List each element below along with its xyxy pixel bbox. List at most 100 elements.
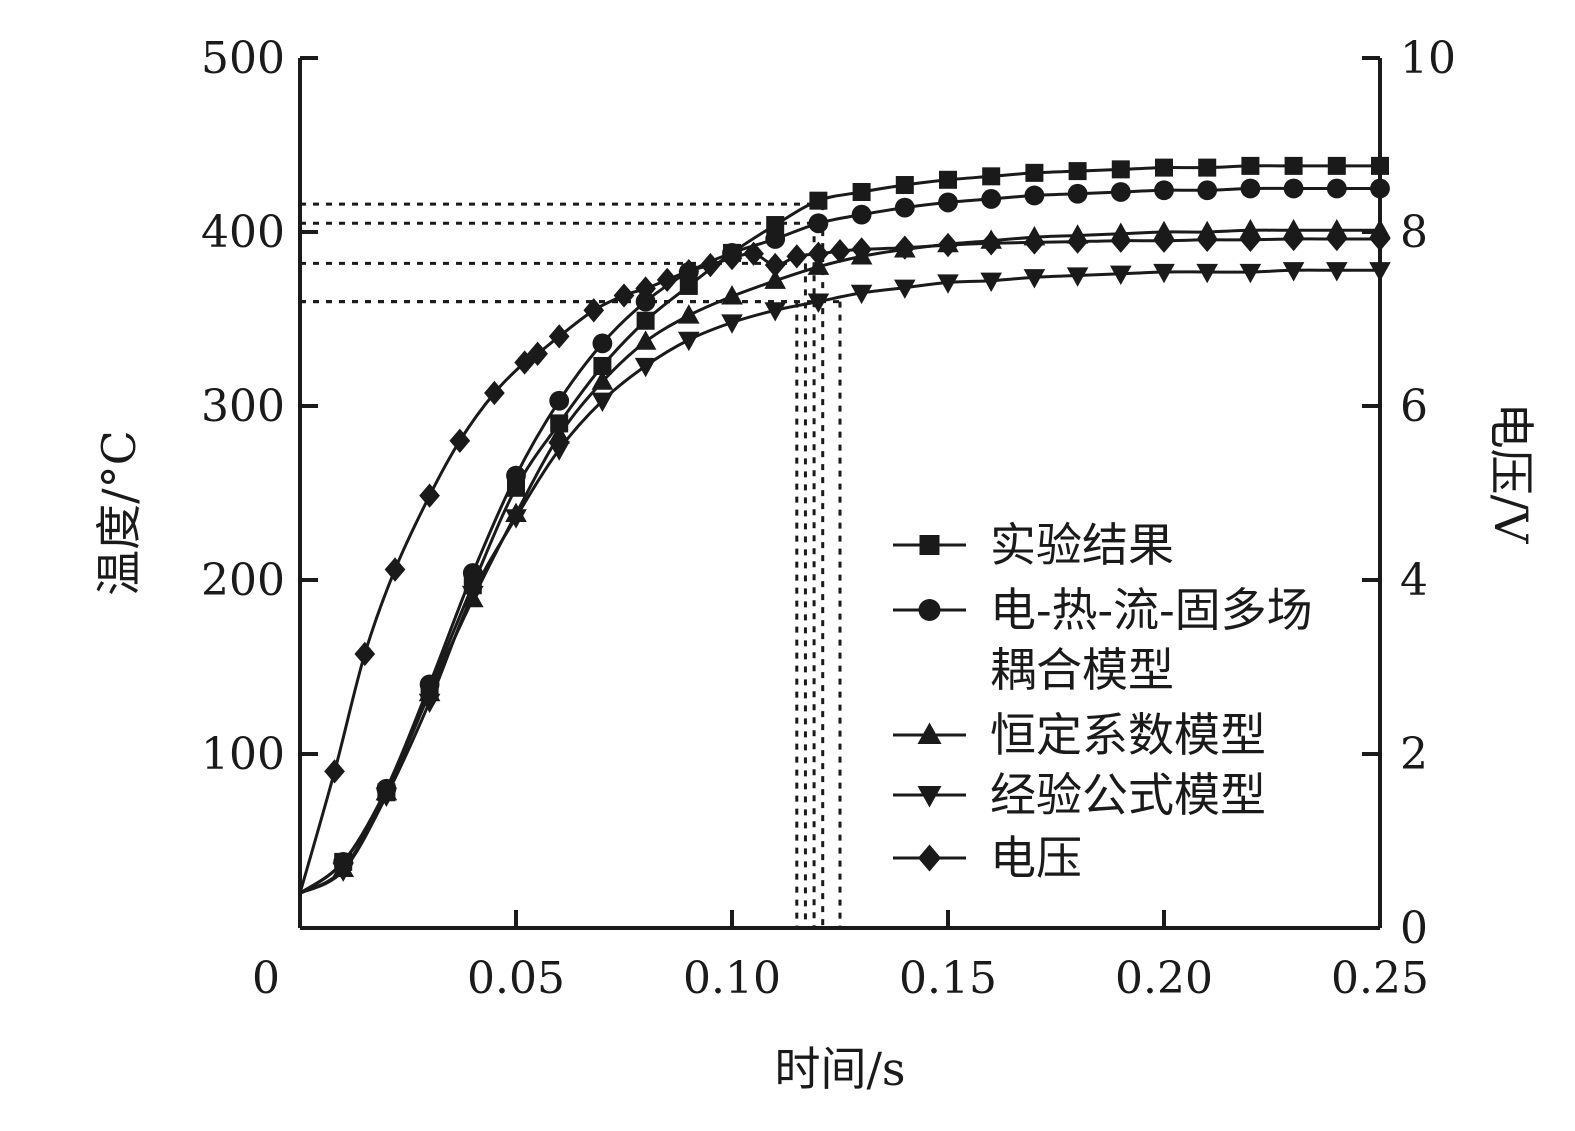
series-3-point-11 — [764, 302, 786, 322]
series-3-point-8 — [634, 357, 657, 378]
series-4-point-21 — [829, 238, 851, 264]
series-0-point-8 — [636, 311, 655, 330]
series-4-point-16 — [721, 245, 743, 271]
y-right-tick-label-4: 8 — [1400, 207, 1428, 258]
series-1-point-7 — [592, 333, 613, 354]
series-3-point-6 — [548, 441, 570, 461]
legend-label-1-line1: 电-热-流-固多场 — [990, 583, 1313, 637]
y-right-tick-label-5: 10 — [1400, 33, 1456, 84]
series-4-point-26 — [1024, 230, 1045, 255]
y-right-tick-label-3: 6 — [1400, 381, 1428, 432]
series-4-point-7 — [514, 350, 535, 375]
series-4-point-30 — [1196, 227, 1218, 252]
legend-marker-4 — [918, 844, 941, 872]
series-1-point-15 — [938, 192, 958, 213]
series-3-point-2 — [375, 787, 398, 808]
legend-marker-3 — [917, 786, 942, 808]
series-2-point-11 — [764, 269, 786, 289]
y-right-tick-label-1: 2 — [1400, 729, 1428, 780]
series-0-point-15 — [939, 170, 957, 189]
series-0-point-12 — [809, 191, 828, 210]
series-4-point-12 — [635, 276, 656, 301]
series-4-point-33 — [1326, 226, 1348, 252]
y-left-tick-label-1: 200 — [201, 555, 285, 606]
series-3-point-1 — [332, 862, 354, 882]
x-tick-label-4: 0.20 — [1115, 953, 1213, 1004]
y-left-axis-title: 温度/°C — [92, 430, 146, 596]
legend-label-4: 电压 — [990, 831, 1082, 885]
series-4-point-3 — [384, 557, 406, 582]
series-3-point-12 — [807, 293, 830, 313]
series-1-point-17 — [1024, 185, 1045, 206]
series-4-point-2 — [354, 641, 376, 667]
y-right-axis-title: 电压/V — [1484, 403, 1538, 544]
series-3-triangle-down — [299, 262, 1391, 895]
x-tick-label-0: 0 — [252, 953, 280, 1004]
series-3-point-9 — [678, 331, 700, 352]
series-4-point-25 — [980, 231, 1002, 256]
series-3-point-15 — [937, 274, 959, 294]
series-0-point-21 — [1198, 158, 1217, 177]
series-2-point-7 — [591, 370, 614, 390]
series-4-point-5 — [449, 428, 471, 453]
series-3-point-16 — [980, 272, 1002, 292]
series-0-point-16 — [982, 167, 1001, 186]
series-4-point-18 — [764, 252, 786, 278]
series-2-point-10 — [721, 285, 743, 305]
series-4-point-22 — [851, 237, 872, 262]
series-4-point-20 — [808, 241, 829, 266]
x-tick-label-3: 0.15 — [899, 953, 997, 1004]
series-4-point-11 — [613, 283, 635, 308]
y-left-tick-label-0: 100 — [201, 729, 285, 780]
series-1-point-6 — [549, 390, 570, 411]
series-0-point-14 — [895, 176, 914, 195]
series-3-point-20 — [1153, 263, 1175, 284]
y-left-tick-label-2: 300 — [201, 381, 285, 432]
series-0-point-9 — [679, 276, 698, 295]
series-4-point-14 — [678, 259, 700, 284]
series-4-point-13 — [656, 267, 678, 292]
legend-label-3: 经验公式模型 — [990, 768, 1266, 822]
series-3-point-5 — [505, 509, 527, 529]
series-0-point-18 — [1068, 162, 1087, 181]
legend-item-0: 实验结果 — [893, 518, 1174, 572]
series-1-point-4 — [462, 563, 483, 583]
series-1-point-22 — [1240, 178, 1261, 199]
legend-item-3: 经验公式模型 — [893, 768, 1266, 822]
series-1-point-19 — [1110, 182, 1131, 202]
series-2-point-6 — [548, 424, 570, 444]
series-4-point-9 — [548, 324, 570, 349]
series-4-point-4 — [419, 483, 440, 508]
series-3-point-21 — [1196, 263, 1218, 284]
series-0-point-13 — [852, 182, 871, 201]
series-4-point-28 — [1110, 228, 1132, 253]
series-1-point-5 — [506, 465, 526, 486]
series-4-point-8 — [527, 341, 548, 366]
series-4-point-31 — [1240, 227, 1261, 252]
series-1-point-8 — [635, 291, 656, 312]
series-0-point-20 — [1155, 158, 1173, 177]
series-1-point-23 — [1283, 178, 1304, 199]
y-left-tick-label-3: 400 — [201, 207, 285, 258]
y-left-tick-label-4: 500 — [201, 33, 285, 84]
series-4-point-10 — [583, 298, 605, 323]
series-4-point-17 — [743, 241, 764, 266]
series-4-diamond — [298, 226, 1391, 894]
x-axis-title: 时间/s — [774, 1042, 905, 1096]
series-4-point-19 — [786, 244, 808, 269]
legend-label-0: 实验结果 — [990, 518, 1174, 572]
series-2-point-9 — [678, 304, 700, 324]
legend-marker-2 — [917, 722, 942, 744]
series-0-point-23 — [1284, 156, 1303, 175]
series-3-point-23 — [1282, 262, 1305, 282]
guide-lines — [300, 202, 842, 928]
series-1-point-16 — [981, 189, 1002, 209]
series-4-point-27 — [1067, 229, 1088, 254]
series-0-point-17 — [1025, 163, 1044, 182]
series-1-point-18 — [1067, 183, 1088, 204]
legend-marker-0 — [919, 535, 940, 555]
series-3-point-18 — [1066, 267, 1089, 287]
